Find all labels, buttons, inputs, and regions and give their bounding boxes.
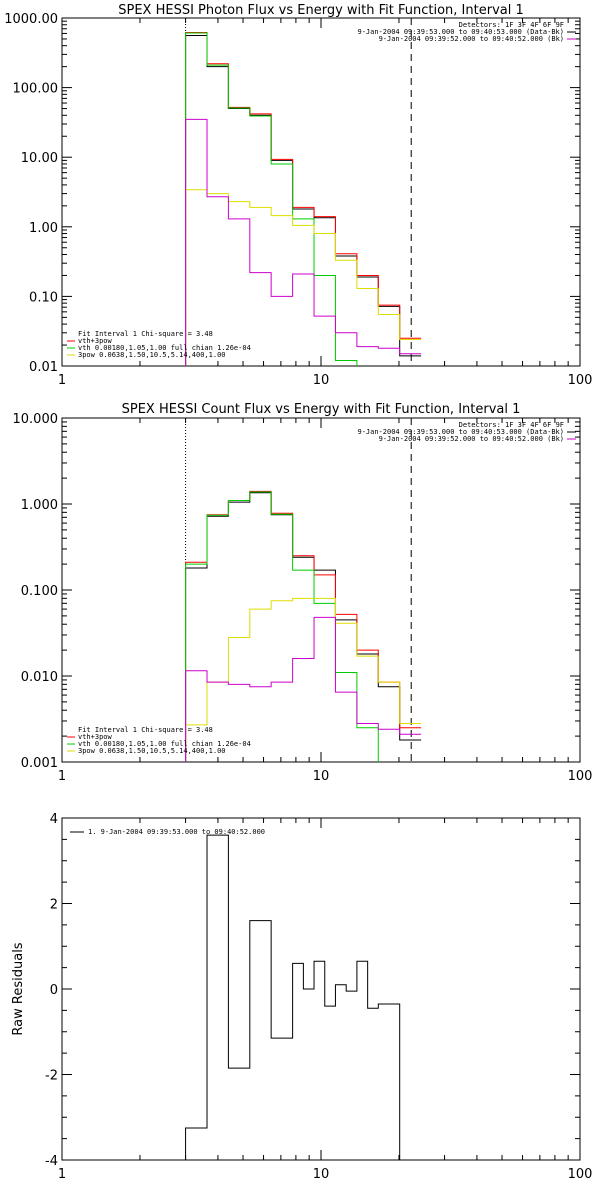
legend-entry: vth+3pow (78, 337, 113, 345)
y-tick-label: 100.00 (13, 82, 59, 97)
series-line-1 (185, 31, 422, 366)
header-text: Detectors: 1F 3F 4F 6F 9F (459, 421, 564, 429)
series-line-3 (185, 597, 422, 762)
series-line-0 (185, 35, 422, 366)
y-tick-label: 0.010 (21, 670, 58, 685)
header-text: 9-Jan-2004 09:39:53.000 to 09:40:53.000 … (357, 28, 564, 36)
y-tick-label: 0 (50, 983, 58, 998)
x-tick-label: 10 (313, 1167, 330, 1182)
header-text: Detectors: 1F 3F 4F 6F 9F (459, 21, 564, 29)
plot-frame (61, 817, 581, 1161)
x-tick-label: 100 (568, 769, 593, 784)
legend-entry: Fit Interval 1 Chi-square = 3.48 (78, 330, 213, 338)
y-tick-label: 1.00 (29, 221, 58, 236)
legend-entry: vth+3pow (78, 733, 113, 741)
x-tick-label: 1 (58, 1167, 66, 1182)
plot-frame (61, 417, 581, 763)
chart-title: SPEX HESSI Photon Flux vs Energy with Fi… (118, 3, 524, 18)
header-text: 9-Jan-2004 09:39:52.000 to 09:40:52.000 … (379, 35, 564, 43)
legend-entry: Fit Interval 1 Chi-square = 3.48 (78, 726, 213, 734)
legend-entry: 1. 9-Jan-2004 09:39:53.000 to 09:40:52.0… (88, 828, 265, 836)
series-line-1 (185, 490, 422, 762)
legend-entry: vth 0.00180,1.05,1.00 full chian 1.26e-0… (78, 740, 251, 748)
header-text: 9-Jan-2004 09:39:52.000 to 09:40:52.000 … (379, 435, 564, 443)
y-tick-label: 0.10 (29, 290, 58, 305)
x-tick-label: 10 (313, 373, 330, 388)
y-tick-label: 2 (50, 898, 58, 913)
header-text: 9-Jan-2004 09:39:53.000 to 09:40:53.000 … (357, 428, 564, 436)
legend-entry: vth 0.00180,1.05,1.00 full chian 1.26e-0… (78, 344, 251, 352)
residual-series-line (185, 834, 401, 1160)
x-tick-label: 1 (58, 373, 66, 388)
x-tick-label: 100 (568, 373, 593, 388)
y-tick-label: 0.01 (29, 360, 58, 375)
series-line-4 (185, 616, 422, 762)
y-tick-label: -4 (45, 1154, 58, 1169)
series-line-2 (185, 32, 358, 366)
series-line-4 (185, 118, 422, 366)
y-tick-label: -2 (45, 1069, 58, 1084)
y-tick-label: 10.00 (21, 151, 58, 166)
y-tick-label: 0.100 (21, 584, 58, 599)
legend-entry: 3pow 0.0638,1.50,10.5,5.14,400,1.00 (78, 747, 226, 755)
y-tick-label: 1.000 (21, 498, 58, 513)
chart-title: SPEX HESSI Count Flux vs Energy with Fit… (122, 402, 521, 417)
series-line-3 (185, 189, 422, 366)
legend-entry: 3pow 0.0638,1.50,10.5,5.14,400,1.00 (78, 351, 226, 359)
y-tick-label: 1000.00 (4, 12, 58, 27)
y-tick-label: 4 (50, 812, 58, 827)
x-tick-label: 10 (313, 769, 330, 784)
plot-frame (61, 17, 581, 367)
y-tick-label: 0.001 (21, 756, 58, 771)
y-tick-label: 10.000 (13, 412, 59, 427)
y-axis-label: Raw Residuals (11, 942, 26, 1035)
x-tick-label: 100 (568, 1167, 593, 1182)
x-tick-label: 1 (58, 769, 66, 784)
series-line-0 (185, 492, 422, 762)
